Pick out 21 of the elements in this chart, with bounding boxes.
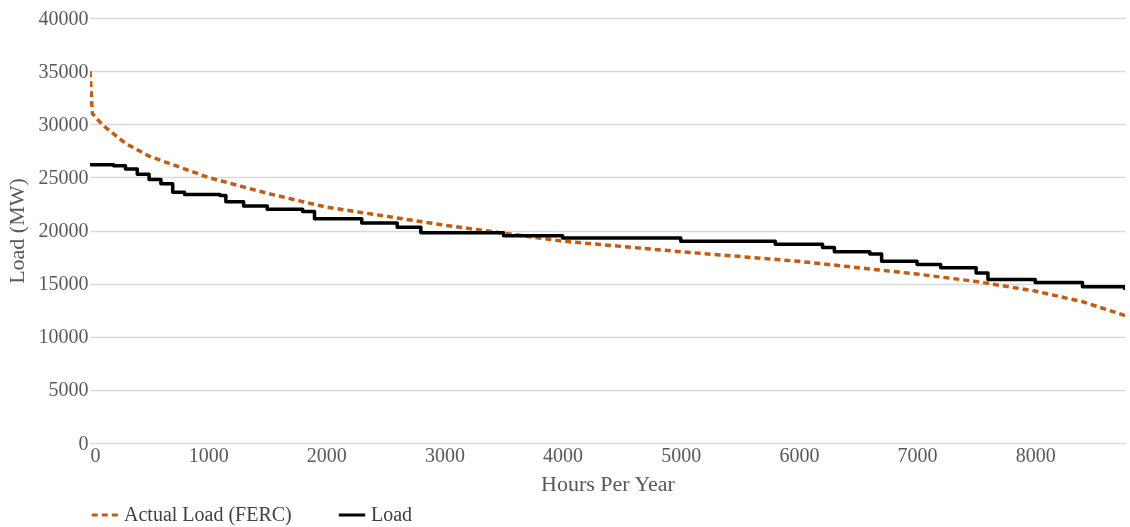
y-axis-title: Load (MW) <box>3 178 29 284</box>
line-series <box>90 69 1125 318</box>
y-tick-label: 40000 <box>38 6 89 29</box>
y-tick-label: 30000 <box>38 112 89 135</box>
x-tick-label: 8000 <box>1015 443 1056 466</box>
x-tick-label: 4000 <box>543 443 584 466</box>
x-tick-label: 7000 <box>897 443 938 466</box>
x-tick-label: 1000 <box>188 443 229 466</box>
legend-label: Load <box>371 503 413 525</box>
x-tick-label: 5000 <box>661 443 702 466</box>
y-tick-label: 5000 <box>48 378 89 401</box>
x-axis-title: Hours Per Year <box>541 470 676 496</box>
legend-label: Actual Load (FERC) <box>124 503 292 526</box>
x-tick-label: 2000 <box>306 443 347 466</box>
y-tick-label: 20000 <box>38 219 89 241</box>
x-tick-label: 3000 <box>424 443 465 466</box>
x-tick-label: 6000 <box>779 443 820 466</box>
y-tick-label: 25000 <box>38 165 89 188</box>
y-tick-label: 10000 <box>38 325 89 348</box>
y-tick-label: 15000 <box>38 272 89 295</box>
y-tick-label: 35000 <box>38 59 89 82</box>
